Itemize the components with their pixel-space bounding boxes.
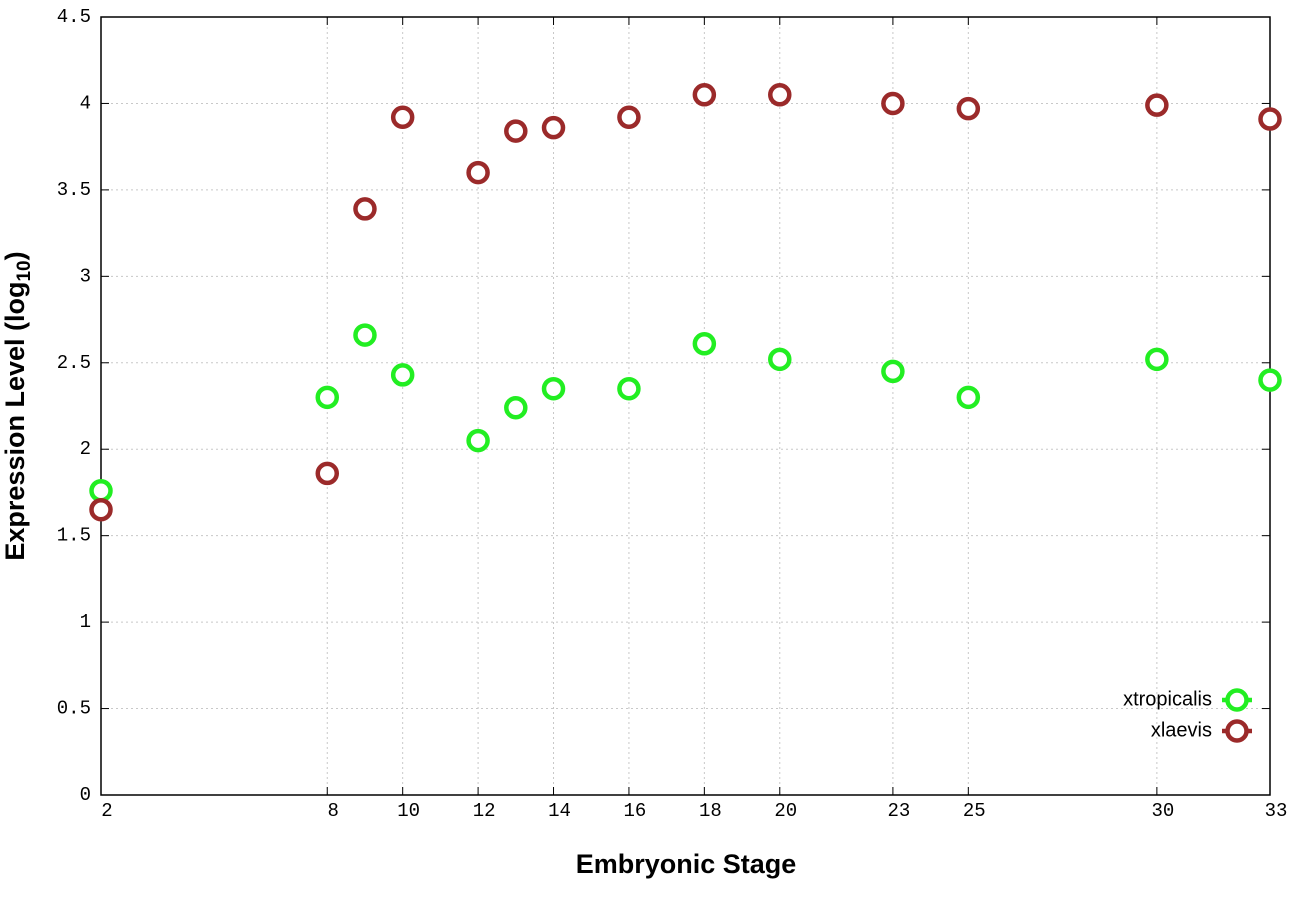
data-point: [956, 96, 981, 121]
y-tick-label: 0.5: [57, 698, 91, 720]
y-tick-label: 1: [80, 611, 91, 633]
y-tick-label: 3: [80, 265, 91, 287]
data-point: [390, 363, 415, 387]
legend-label: xtropicalis: [1123, 688, 1212, 710]
x-axis-label: Embryonic Stage: [576, 849, 797, 879]
data-point: [315, 385, 340, 410]
y-tick-label: 2.5: [57, 352, 91, 374]
y-tick-label: 4.5: [57, 6, 91, 28]
data-point: [768, 347, 792, 372]
data-point: [541, 376, 566, 401]
legend-label: xlaevis: [1151, 719, 1212, 741]
data-point: [1258, 107, 1282, 131]
legend-swatch: [1225, 688, 1249, 712]
y-tick-label: 3.5: [57, 179, 91, 201]
y-axis-label-close: ): [0, 251, 30, 260]
x-tick-label: 12: [473, 800, 496, 822]
plot-frame: [100, 16, 1271, 796]
y-tick-label: 0: [80, 784, 91, 806]
data-point: [504, 119, 528, 143]
data-point: [89, 497, 113, 522]
data-point: [692, 83, 717, 107]
x-tick-label: 23: [887, 800, 910, 822]
x-tick-label: 16: [624, 800, 647, 822]
data-point: [617, 376, 641, 401]
x-tick-label: 18: [699, 800, 722, 822]
data-point: [466, 428, 490, 453]
data-point: [692, 332, 717, 356]
data-point: [1145, 93, 1169, 117]
x-tick-label: 14: [548, 800, 571, 822]
data-point: [768, 83, 792, 107]
y-tick-label: 4: [80, 92, 91, 114]
y-tick-label: 2: [80, 438, 91, 460]
data-point: [353, 323, 377, 347]
data-point: [617, 105, 641, 130]
y-axis-label: Expression Level (log10): [0, 251, 35, 560]
data-point: [466, 160, 490, 185]
data-point: [881, 91, 905, 116]
data-point: [881, 359, 905, 384]
data-point: [504, 395, 528, 420]
x-tick-label: 10: [397, 800, 420, 822]
x-tick-label: 33: [1265, 800, 1288, 822]
data-point: [956, 385, 981, 410]
x-tick-label: 25: [963, 800, 986, 822]
data-point: [89, 478, 113, 503]
x-tick-label: 20: [774, 800, 797, 822]
data-point: [1145, 347, 1169, 372]
data-point: [1258, 368, 1282, 392]
legend-swatch: [1225, 719, 1249, 743]
y-axis-label-subscript: 10: [14, 260, 35, 281]
y-tick-label: 1.5: [57, 525, 91, 547]
data-point: [353, 197, 377, 221]
y-axis-label-main: Expression Level (log: [0, 282, 30, 561]
data-point: [315, 461, 340, 486]
data-point: [390, 105, 415, 130]
x-tick-label: 2: [101, 800, 112, 822]
x-tick-label: 8: [328, 800, 339, 822]
x-tick-label: 30: [1151, 800, 1174, 822]
data-point: [541, 115, 566, 140]
